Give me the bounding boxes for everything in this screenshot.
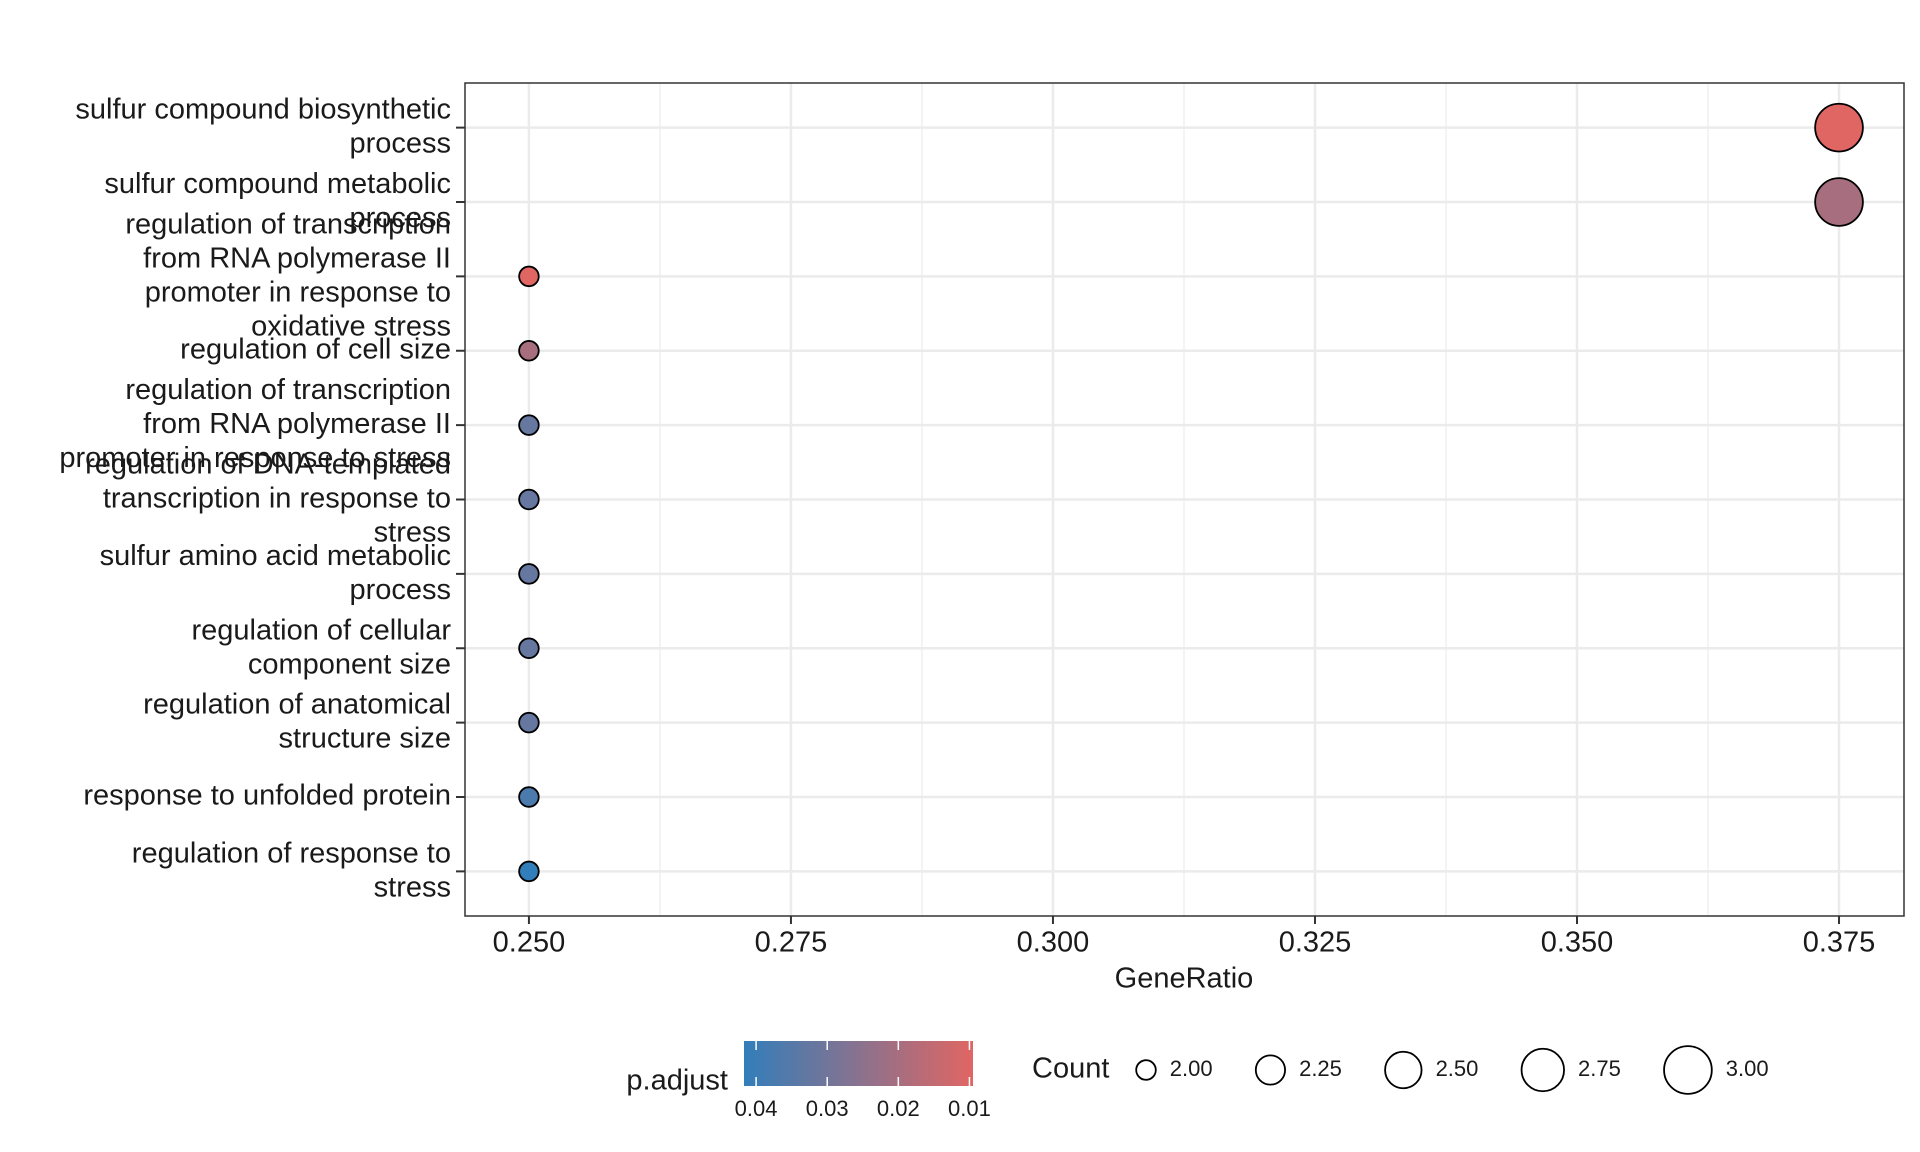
dot <box>518 860 540 883</box>
colorbar-label: 0.01 <box>948 1096 991 1121</box>
x-tick-label: 0.350 <box>1541 927 1614 959</box>
y-tick-label: regulation of DNA-templated transcription… <box>85 448 451 548</box>
x-tick-label: 0.250 <box>493 927 566 959</box>
size-legend-label: 2.00 <box>1170 1056 1213 1081</box>
dot <box>518 488 540 511</box>
colorbar <box>744 1041 973 1086</box>
y-tick-label: regulation of transcription from RNA poly… <box>125 208 451 342</box>
size-legend-key <box>1663 1045 1713 1095</box>
size-legend-key <box>1135 1059 1157 1081</box>
x-axis-title: GeneRatio <box>1115 963 1254 995</box>
dot <box>518 711 540 734</box>
colorbar-label: 0.03 <box>806 1096 849 1121</box>
y-tick-label: sulfur compound biosynthetic process <box>75 93 451 159</box>
size-legend-title: Count <box>1032 1053 1109 1085</box>
y-tick-label: regulation of cell size <box>180 333 451 365</box>
y-tick-label: regulation of cellular component size <box>191 614 451 680</box>
dot <box>518 786 540 808</box>
color-legend-title: p.adjust <box>626 1065 728 1097</box>
x-tick-label: 0.300 <box>1017 927 1090 959</box>
size-legend-key <box>1520 1047 1565 1093</box>
size-legend-label: 2.50 <box>1436 1056 1479 1081</box>
size-legend-key <box>1384 1050 1423 1090</box>
size-legend-label: 2.75 <box>1578 1056 1621 1081</box>
dot <box>1814 102 1864 153</box>
panel-border <box>464 82 1905 917</box>
y-tick-label: regulation of transcription from RNA poly… <box>59 374 451 474</box>
size-legend-label: 2.25 <box>1299 1056 1342 1081</box>
x-tick-label: 0.275 <box>755 927 828 959</box>
y-tick-label: regulation of response to stress <box>132 837 451 903</box>
y-tick-label: regulation of anatomical structure size <box>143 688 451 754</box>
colorbar-label: 0.04 <box>735 1096 778 1121</box>
y-tick-label: response to unfolded protein <box>83 780 451 812</box>
size-legend-label: 3.00 <box>1726 1056 1769 1081</box>
dot <box>518 414 540 436</box>
x-tick-label: 0.375 <box>1803 927 1876 959</box>
dot <box>518 340 540 362</box>
y-tick-label: sulfur amino acid metabolic process <box>100 540 451 606</box>
y-tick-label: sulfur compound metabolic process <box>104 168 451 234</box>
dot <box>518 265 540 288</box>
colorbar-label: 0.02 <box>877 1096 920 1121</box>
size-legend-key <box>1254 1054 1286 1086</box>
x-tick-label: 0.325 <box>1279 927 1352 959</box>
dot <box>1814 177 1864 227</box>
dot <box>518 563 540 585</box>
dot <box>518 637 540 659</box>
